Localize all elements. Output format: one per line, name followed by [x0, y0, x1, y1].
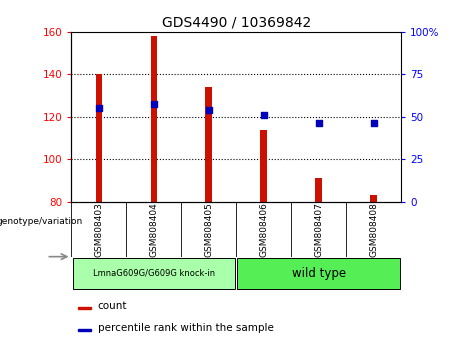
Text: GSM808408: GSM808408 [369, 202, 378, 257]
Text: genotype/variation: genotype/variation [0, 217, 83, 226]
Bar [78, 329, 91, 331]
Bar [151, 36, 157, 202]
Title: GDS4490 / 10369842: GDS4490 / 10369842 [162, 15, 311, 29]
Bar [206, 87, 212, 202]
Text: percentile rank within the sample: percentile rank within the sample [98, 323, 274, 333]
Point [205, 108, 213, 113]
Text: GSM808404: GSM808404 [149, 202, 159, 257]
Bar [78, 307, 91, 309]
Bar [95, 74, 102, 202]
Point [95, 105, 103, 111]
Text: LmnaG609G/G609G knock-in: LmnaG609G/G609G knock-in [93, 269, 215, 278]
Text: GSM808406: GSM808406 [259, 202, 268, 257]
Bar [370, 195, 377, 202]
Text: count: count [98, 301, 127, 311]
Bar [237, 258, 400, 289]
Point [315, 120, 322, 126]
Bar [315, 178, 322, 202]
Bar [72, 258, 235, 289]
Point [150, 101, 158, 107]
Text: GSM808403: GSM808403 [95, 202, 103, 257]
Point [260, 112, 267, 118]
Text: GSM808407: GSM808407 [314, 202, 323, 257]
Bar [260, 130, 267, 202]
Text: wild type: wild type [292, 267, 346, 280]
Text: GSM808405: GSM808405 [204, 202, 213, 257]
Point [370, 120, 377, 126]
